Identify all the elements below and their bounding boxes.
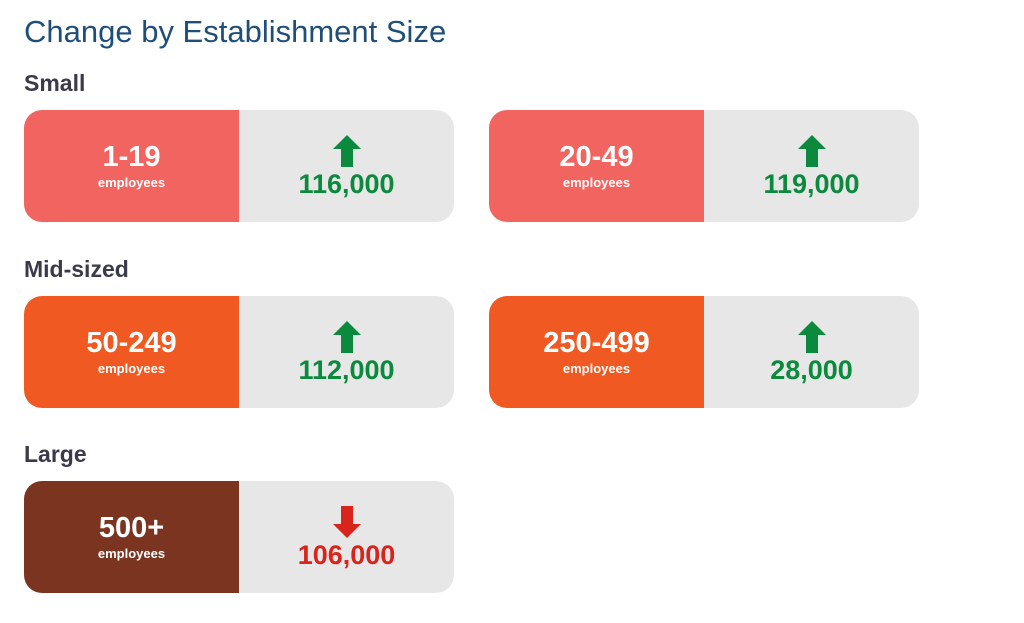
change-value: 116,000 — [298, 168, 395, 199]
size-unit: employees — [97, 361, 166, 376]
change-panel: 112,000 — [239, 296, 454, 408]
size-range: 20-49 — [559, 141, 634, 173]
size-unit: employees — [562, 175, 631, 190]
arrow-up-icon — [332, 320, 361, 353]
size-range-panel: 1-19 employees — [24, 110, 239, 222]
size-range-panel: 20-49 employees — [489, 110, 704, 222]
card-50-249: 50-249 employees 112,000 — [24, 296, 454, 408]
size-unit: employees — [97, 175, 166, 190]
change-panel: 106,000 — [239, 481, 454, 593]
section-label-large: Large — [24, 441, 87, 467]
arrow-up-icon — [332, 134, 361, 167]
size-range-panel: 500+ employees — [24, 481, 239, 593]
page-title: Change by Establishment Size — [24, 14, 447, 49]
size-range: 250-499 — [543, 327, 650, 359]
size-range: 500+ — [98, 512, 165, 544]
section-label-mid-sized: Mid-sized — [24, 256, 129, 282]
arrow-up-icon — [797, 134, 826, 167]
section-label-small: Small — [24, 70, 86, 96]
card-250-499: 250-499 employees 28,000 — [489, 296, 919, 408]
card-1-19: 1-19 employees 116,000 — [24, 110, 454, 222]
change-panel: 28,000 — [704, 296, 919, 408]
size-range: 1-19 — [102, 141, 161, 173]
change-value: 106,000 — [297, 539, 396, 570]
change-value: 28,000 — [770, 354, 853, 385]
size-unit: employees — [562, 361, 631, 376]
change-panel: 119,000 — [704, 110, 919, 222]
size-range: 50-249 — [86, 327, 177, 359]
change-value: 112,000 — [298, 354, 395, 385]
change-value: 119,000 — [763, 168, 860, 199]
card-500-plus: 500+ employees 106,000 — [24, 481, 454, 593]
card-20-49: 20-49 employees 119,000 — [489, 110, 919, 222]
arrow-down-icon — [332, 505, 361, 538]
arrow-up-icon — [797, 320, 826, 353]
size-range-panel: 250-499 employees — [489, 296, 704, 408]
size-range-panel: 50-249 employees — [24, 296, 239, 408]
change-panel: 116,000 — [239, 110, 454, 222]
size-unit: employees — [97, 546, 166, 561]
